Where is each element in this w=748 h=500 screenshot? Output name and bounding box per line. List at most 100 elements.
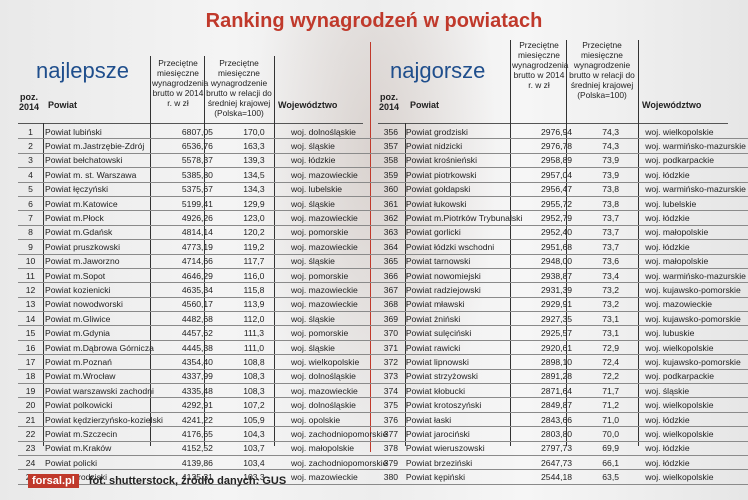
worst-heading: najgorsze [390,58,486,83]
powiat-cell: Powiat kępiński [403,469,525,485]
salary-cell: 2951,68 [524,239,579,255]
rank-cell: 9 [18,239,43,255]
powiat-cell: Powiat nowodworski [43,297,165,313]
ratio-cell: 112,0 [218,311,289,327]
ratio-cell: 107,2 [218,397,289,413]
salary-cell: 4176,65 [164,426,219,442]
ratio-cell: 113,9 [218,297,289,313]
rank-cell: 16 [18,340,43,356]
powiat-cell: Powiat radziejowski [403,282,525,298]
voivodeship-cell: woj. łódzkie [643,210,748,226]
ratio-cell: 134,3 [218,182,289,197]
salary-cell: 5199,41 [164,196,219,212]
salary-cell: 2871,64 [524,383,579,399]
rank-cell: 6 [18,196,43,212]
left-header-rule [18,123,363,124]
table-row: 8 Powiat m.Gdańsk 4814,14 120,2 woj. pomorsk… [18,225,390,241]
salary-cell: 4714,66 [164,254,219,269]
salary-cell: 2931,39 [524,282,579,298]
powiat-cell: Powiat lipnowski [403,354,525,370]
voivodeship-cell: woj. śląskie [288,340,390,356]
salary-cell: 2927,35 [524,311,579,327]
rank-cell: 20 [18,397,43,413]
table-row: 10 Powiat m.Jaworzno 4714,66 117,7 woj. śląs… [18,254,390,269]
table-row: 356 Powiat grodziski 2976,94 74,3 woj. wielk… [378,125,748,140]
voivodeship-cell: woj. podkarpackie [643,369,748,385]
best-table: 1 Powiat lubiński 6807,05 170,0 woj. dolnośl… [18,125,390,485]
salary-cell: 2544,18 [524,469,579,485]
powiat-cell: Powiat tarnowski [403,254,525,269]
ratio-cell: 73,8 [578,196,644,212]
salary-cell: 2948,00 [524,254,579,269]
table-row: 360 Powiat gołdapski 2956,47 73,8 woj. warmi… [378,182,748,197]
right-header-rule [378,123,728,124]
powiat-cell: Powiat m. st. Warszawa [43,167,165,183]
rank-cell: 14 [18,311,43,327]
rank-cell: 10 [18,254,43,269]
rank-cell: 362 [378,210,404,226]
table-row: 368 Powiat mławski 2929,91 73,2 woj. mazowie… [378,297,748,313]
left-col-ratio-header: Przeciętne miesięczne wynagrodzenie brut… [206,58,272,118]
salary-cell: 2898,10 [524,354,579,370]
table-row: 366 Powiat nowomiejski 2938,87 73,4 woj. war… [378,268,748,284]
ratio-cell: 73,7 [578,225,644,241]
ratio-cell: 129,9 [218,196,289,212]
table-row: 20 Powiat polkowicki 4292,91 107,2 woj. doln… [18,397,390,413]
voivodeship-cell: woj. kujawsko-pomorskie [643,354,748,370]
powiat-cell: Powiat m.Jastrzębie-Zdrój [43,138,165,154]
salary-cell: 2955,72 [524,196,579,212]
voivodeship-cell: woj. mazowieckie [288,469,390,485]
rank-cell: 365 [378,254,404,269]
salary-cell: 2920,61 [524,340,579,356]
left-col-powiat-header: Powiat [48,100,78,110]
right-col-ratio-header: Przeciętne miesięczne wynagrodzenie brut… [569,40,635,100]
ratio-cell: 63,5 [578,469,644,485]
voivodeship-cell: woj. kujawsko-pomorskie [643,282,748,298]
rank-cell: 374 [378,383,404,399]
ratio-cell: 103,3 [218,469,289,485]
ratio-cell: 139,3 [218,153,289,169]
table-row: 375 Powiat krotoszyński 2849,87 71,2 woj. wi… [378,397,748,413]
ratio-cell: 111,3 [218,325,289,341]
powiat-cell: Powiat łódzki wschodni [403,239,525,255]
table-row: 11 Powiat m.Sopot 4646,29 116,0 woj. pomorsk… [18,268,390,284]
powiat-cell: Powiat mławski [403,297,525,313]
salary-cell: 4814,14 [164,225,219,241]
powiat-cell: Powiat bełchatowski [43,153,165,169]
powiat-cell: Powiat wieruszowski [403,441,525,456]
forsal-logo: forsal.pl [28,474,79,488]
ratio-cell: 119,2 [218,239,289,255]
voivodeship-cell: woj. śląskie [288,311,390,327]
salary-cell: 5578,37 [164,153,219,169]
table-row: 367 Powiat radziejowski 2931,39 73,2 woj. ku… [378,282,748,298]
powiat-cell: Powiat m.Gdynia [43,325,165,341]
voivodeship-cell: woj. wielkopolskie [643,340,748,356]
voivodeship-cell: woj. łódzkie [643,455,748,471]
rank-cell: 377 [378,426,404,442]
ratio-cell: 70,0 [578,426,644,442]
ratio-cell: 69,9 [578,441,644,456]
salary-cell: 4560,17 [164,297,219,313]
salary-cell: 4482,68 [164,311,219,327]
table-row: 370 Powiat sulęciński 2925,57 73,1 woj. lubu… [378,325,748,341]
powiat-cell: Powiat łukowski [403,196,525,212]
voivodeship-cell: woj. warmińsko-mazurskie [643,138,748,154]
ratio-cell: 72,4 [578,354,644,370]
rank-cell: 375 [378,397,404,413]
rank-cell: 364 [378,239,404,255]
rank-cell: 13 [18,297,43,313]
voivodeship-cell: woj. pomorskie [288,325,390,341]
powiat-cell: Powiat krotoszyński [403,397,525,413]
table-row: 369 Powiat żniński 2927,35 73,1 woj. kujawsk… [378,311,748,327]
powiat-cell: Powiat m.Dąbrowa Górnicza [43,340,165,356]
salary-cell: 4139,86 [164,455,219,471]
salary-cell: 2929,91 [524,297,579,313]
powiat-cell: Powiat grodziski [403,125,525,140]
table-row: 23 Powiat m.Kraków 4152,52 103,7 woj. małopo… [18,441,390,456]
voivodeship-cell: woj. dolnośląskie [288,369,390,385]
table-row: 9 Powiat pruszkowski 4773,19 119,2 woj. mazo… [18,239,390,255]
voivodeship-cell: woj. mazowieckie [288,383,390,399]
ratio-cell: 74,3 [578,125,644,140]
rank-cell: 372 [378,354,404,370]
ratio-cell: 73,7 [578,239,644,255]
